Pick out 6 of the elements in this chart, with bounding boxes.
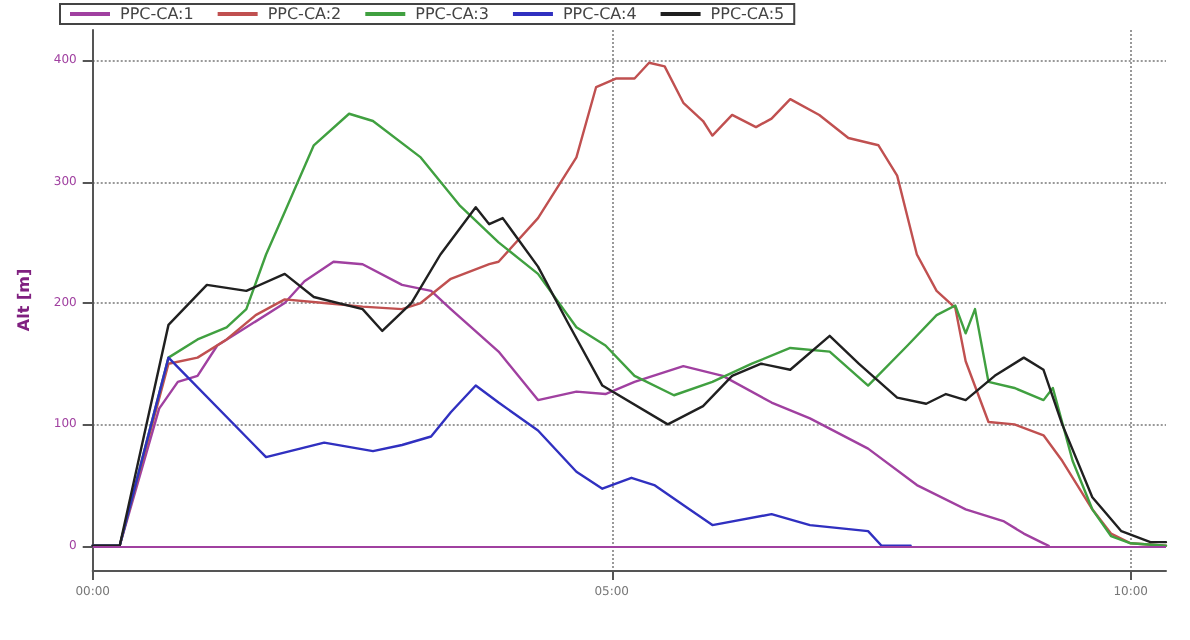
legend-label: PPC-CA:2 [267, 5, 342, 23]
legend-label: PPC-CA:5 [710, 5, 785, 23]
y-axis-title: Alt [m] [15, 268, 33, 332]
legend-label: PPC-CA:1 [120, 5, 194, 23]
legend-label: PPC-CA:4 [562, 5, 637, 23]
legend-label: PPC-CA:3 [415, 5, 489, 23]
